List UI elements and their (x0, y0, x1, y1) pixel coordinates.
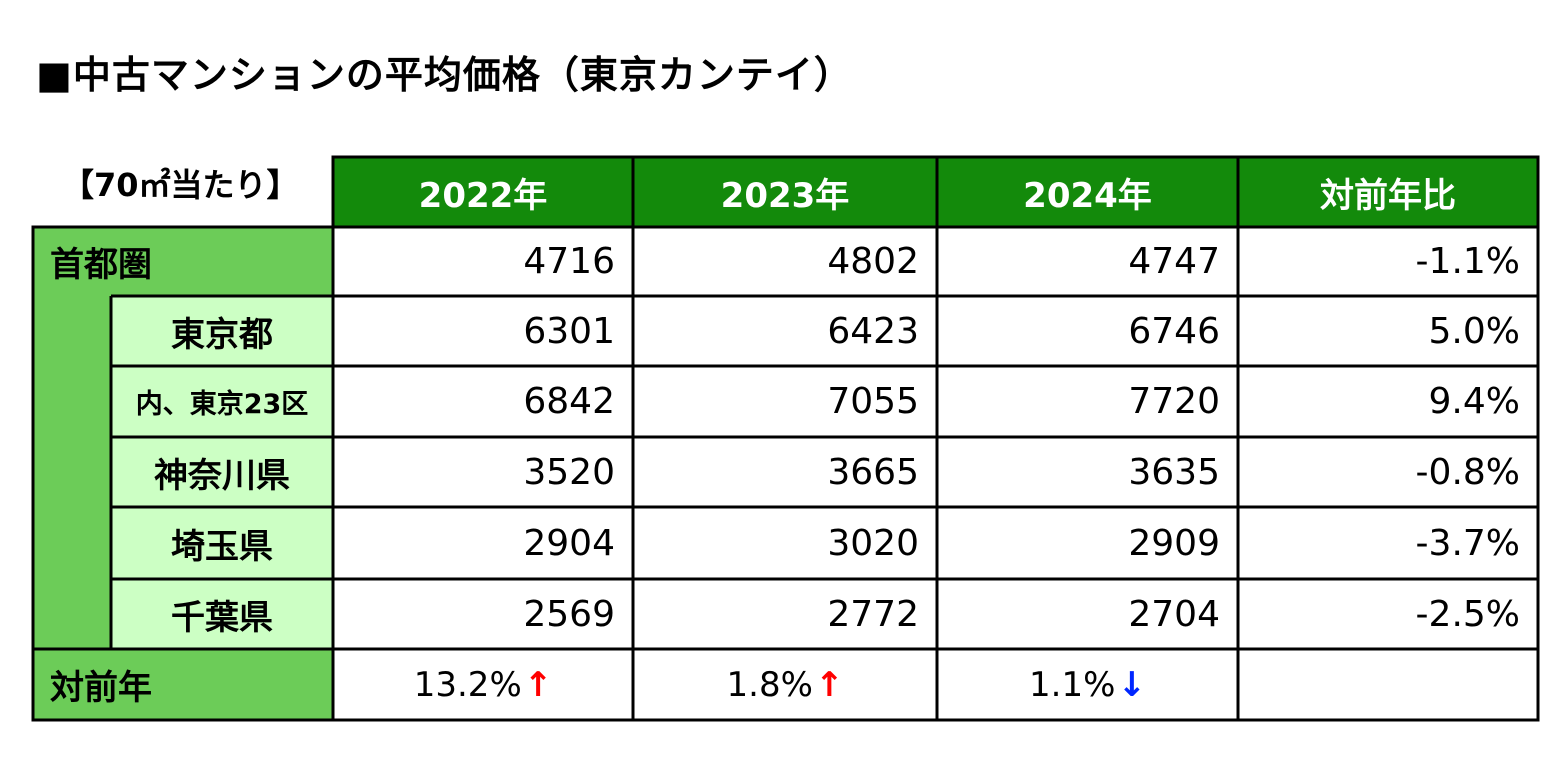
col-header-yoy: 対前年比 (1320, 175, 1456, 216)
page-title: ■中古マンションの平均価格（東京カンテイ） (36, 53, 853, 97)
cell-23ku-2024: 7720 (1128, 381, 1220, 422)
footer-yoy-2023-value: 1.8% (726, 664, 813, 705)
cell-kanagawa-yoy: -0.8% (1415, 451, 1520, 493)
cell-saitama-2024: 2909 (1128, 522, 1220, 564)
unit-label: 【70㎡当たり】 (62, 166, 299, 204)
cell-chiba-yoy: -2.5% (1415, 593, 1520, 635)
cell-shutoken-2023: 4802 (827, 241, 919, 282)
cell-saitama-2022: 2904 (523, 522, 615, 564)
cell-tokyo-2023: 6423 (827, 310, 919, 352)
up-arrow-icon: ↑ (523, 664, 553, 705)
footer-empty-cell (1238, 649, 1538, 720)
cell-kanagawa-2023: 3665 (827, 451, 919, 493)
footer-yoy-2023: 1.8% ↑ (633, 649, 937, 720)
row-label-chiba: 千葉県 (171, 597, 273, 638)
down-arrow-icon: ↓ (1117, 664, 1146, 705)
cell-tokyo-yoy: 5.0% (1428, 310, 1520, 352)
cell-shutoken-2022: 4716 (523, 241, 615, 282)
cell-tokyo-2024: 6746 (1128, 310, 1220, 352)
footer-label: 対前年 (50, 668, 152, 708)
row-label-tokyo-23ku: 内、東京23区 (135, 389, 309, 420)
col-header-2022: 2022年 (418, 175, 548, 216)
col-header-2023: 2023年 (720, 175, 850, 216)
up-arrow-icon: ↑ (814, 664, 844, 705)
row-label-tokyo: 東京都 (171, 314, 273, 355)
row-label-shutoken: 首都圏 (50, 245, 152, 285)
cell-23ku-2023: 7055 (827, 381, 919, 422)
cell-23ku-2022: 6842 (523, 381, 615, 422)
footer-yoy-2024-value: 1.1% (1029, 664, 1116, 705)
cell-shutoken-yoy: -1.1% (1415, 241, 1520, 282)
row-label-saitama: 埼玉県 (171, 526, 273, 567)
cell-chiba-2024: 2704 (1128, 593, 1220, 635)
cell-chiba-2023: 2772 (827, 593, 919, 635)
cell-saitama-2023: 3020 (827, 522, 919, 564)
cell-shutoken-2024: 4747 (1128, 241, 1220, 282)
cell-chiba-2022: 2569 (523, 593, 615, 635)
row-label-kanagawa: 神奈川県 (154, 455, 290, 496)
sub-label-panel (111, 296, 333, 649)
cell-23ku-yoy: 9.4% (1428, 381, 1520, 422)
footer-yoy-2022-value: 13.2% (413, 664, 522, 705)
cell-tokyo-2022: 6301 (523, 310, 615, 352)
cell-kanagawa-2022: 3520 (523, 451, 615, 493)
cell-saitama-yoy: -3.7% (1415, 522, 1520, 564)
col-header-2024: 2024年 (1023, 175, 1152, 216)
footer-yoy-2022: 13.2% ↑ (333, 649, 633, 720)
footer-yoy-2024: 1.1% ↓ (937, 649, 1238, 720)
cell-kanagawa-2024: 3635 (1128, 451, 1220, 493)
